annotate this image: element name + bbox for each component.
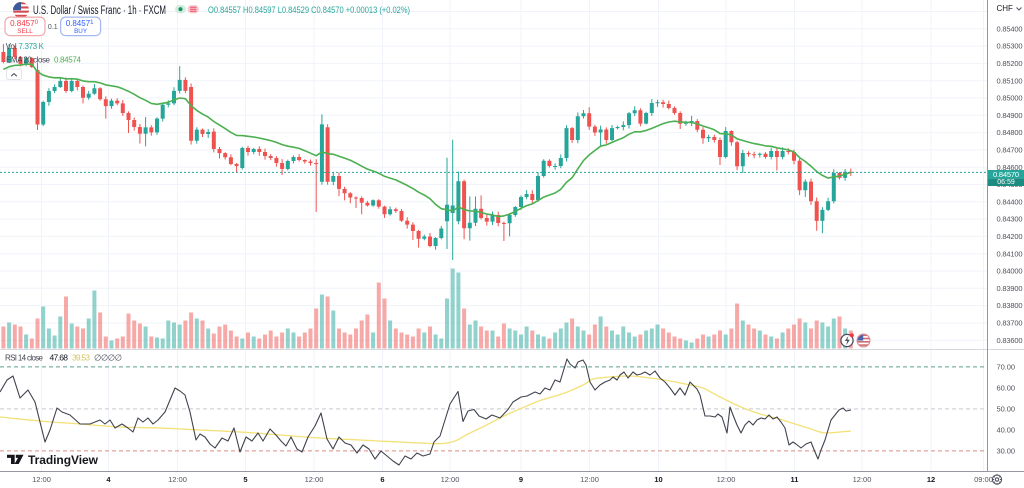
svg-text:4: 4: [106, 475, 111, 484]
svg-text:0.83600: 0.83600: [997, 336, 1023, 345]
svg-text:0.84700: 0.84700: [997, 146, 1023, 155]
svg-text:U.S. Dollar / Swiss Franc · 1h: U.S. Dollar / Swiss Franc · 1h · FXCM: [33, 5, 166, 17]
svg-text:6: 6: [380, 475, 384, 484]
svg-text:11: 11: [791, 475, 799, 484]
svg-text:12:00: 12:00: [580, 475, 599, 484]
svg-text:5: 5: [243, 475, 247, 484]
svg-text:EMA 20 close: EMA 20 close: [6, 56, 51, 65]
svg-text:10: 10: [654, 475, 662, 484]
svg-text:60.00: 60.00: [997, 384, 1016, 393]
svg-text:0.83900: 0.83900: [997, 284, 1023, 293]
svg-text:30.00: 30.00: [997, 447, 1016, 456]
svg-text:0.85000: 0.85000: [997, 94, 1023, 103]
svg-text:12:00: 12:00: [32, 475, 51, 484]
svg-text:39.53: 39.53: [72, 353, 90, 363]
svg-text:0.84400: 0.84400: [997, 197, 1023, 206]
svg-text:0.84900: 0.84900: [997, 111, 1023, 120]
svg-text:TradingView: TradingView: [28, 453, 99, 467]
svg-text:12: 12: [927, 475, 935, 484]
svg-text:9: 9: [519, 475, 523, 484]
svg-text:O0.84557 H0.84597 L0.84529 C0.: O0.84557 H0.84597 L0.84529 C0.84570 +0.0…: [208, 5, 410, 16]
svg-text:0.84800: 0.84800: [997, 128, 1023, 137]
svg-text:06:59: 06:59: [997, 179, 1015, 186]
svg-text:12:00: 12:00: [305, 475, 324, 484]
svg-text:0.85100: 0.85100: [997, 76, 1023, 85]
svg-text:0.84600: 0.84600: [997, 163, 1023, 172]
svg-text:0.84300: 0.84300: [997, 215, 1023, 224]
svg-text:∅ ∅ ∅ ∅: ∅ ∅ ∅ ∅: [94, 353, 123, 363]
svg-text:0.84100: 0.84100: [997, 249, 1023, 258]
svg-text:0.84570: 0.84570: [10, 19, 38, 28]
svg-text:0.83700: 0.83700: [997, 319, 1023, 328]
svg-text:50.00: 50.00: [997, 405, 1016, 414]
svg-text:CHF: CHF: [997, 4, 1014, 13]
svg-text:0.84574: 0.84574: [54, 56, 82, 65]
svg-text:40.00: 40.00: [997, 426, 1016, 435]
svg-text:0.83800: 0.83800: [997, 301, 1023, 310]
svg-text:0.84570: 0.84570: [993, 170, 1019, 179]
svg-text:09:00: 09:00: [974, 475, 993, 484]
svg-text:47.68: 47.68: [50, 353, 69, 363]
svg-text:0.1: 0.1: [48, 24, 58, 31]
svg-text:12:00: 12:00: [853, 475, 872, 484]
svg-text:0.85300: 0.85300: [997, 42, 1023, 51]
svg-text:0.85200: 0.85200: [997, 59, 1023, 68]
svg-text:BUY: BUY: [74, 28, 88, 35]
svg-text:RSI 14 close: RSI 14 close: [5, 354, 44, 363]
svg-text:12:00: 12:00: [168, 475, 187, 484]
svg-text:SELL: SELL: [17, 28, 33, 35]
svg-text:0.84571: 0.84571: [66, 19, 94, 28]
svg-text:70.00: 70.00: [997, 363, 1016, 372]
svg-text:12:00: 12:00: [717, 475, 736, 484]
svg-text:0.84200: 0.84200: [997, 232, 1023, 241]
svg-text:Vol: Vol: [6, 42, 17, 51]
svg-text:12:00: 12:00: [441, 475, 460, 484]
svg-text:0.84000: 0.84000: [997, 267, 1023, 276]
svg-text:7.373 K: 7.373 K: [19, 42, 45, 51]
svg-text:0.85400: 0.85400: [997, 24, 1023, 33]
